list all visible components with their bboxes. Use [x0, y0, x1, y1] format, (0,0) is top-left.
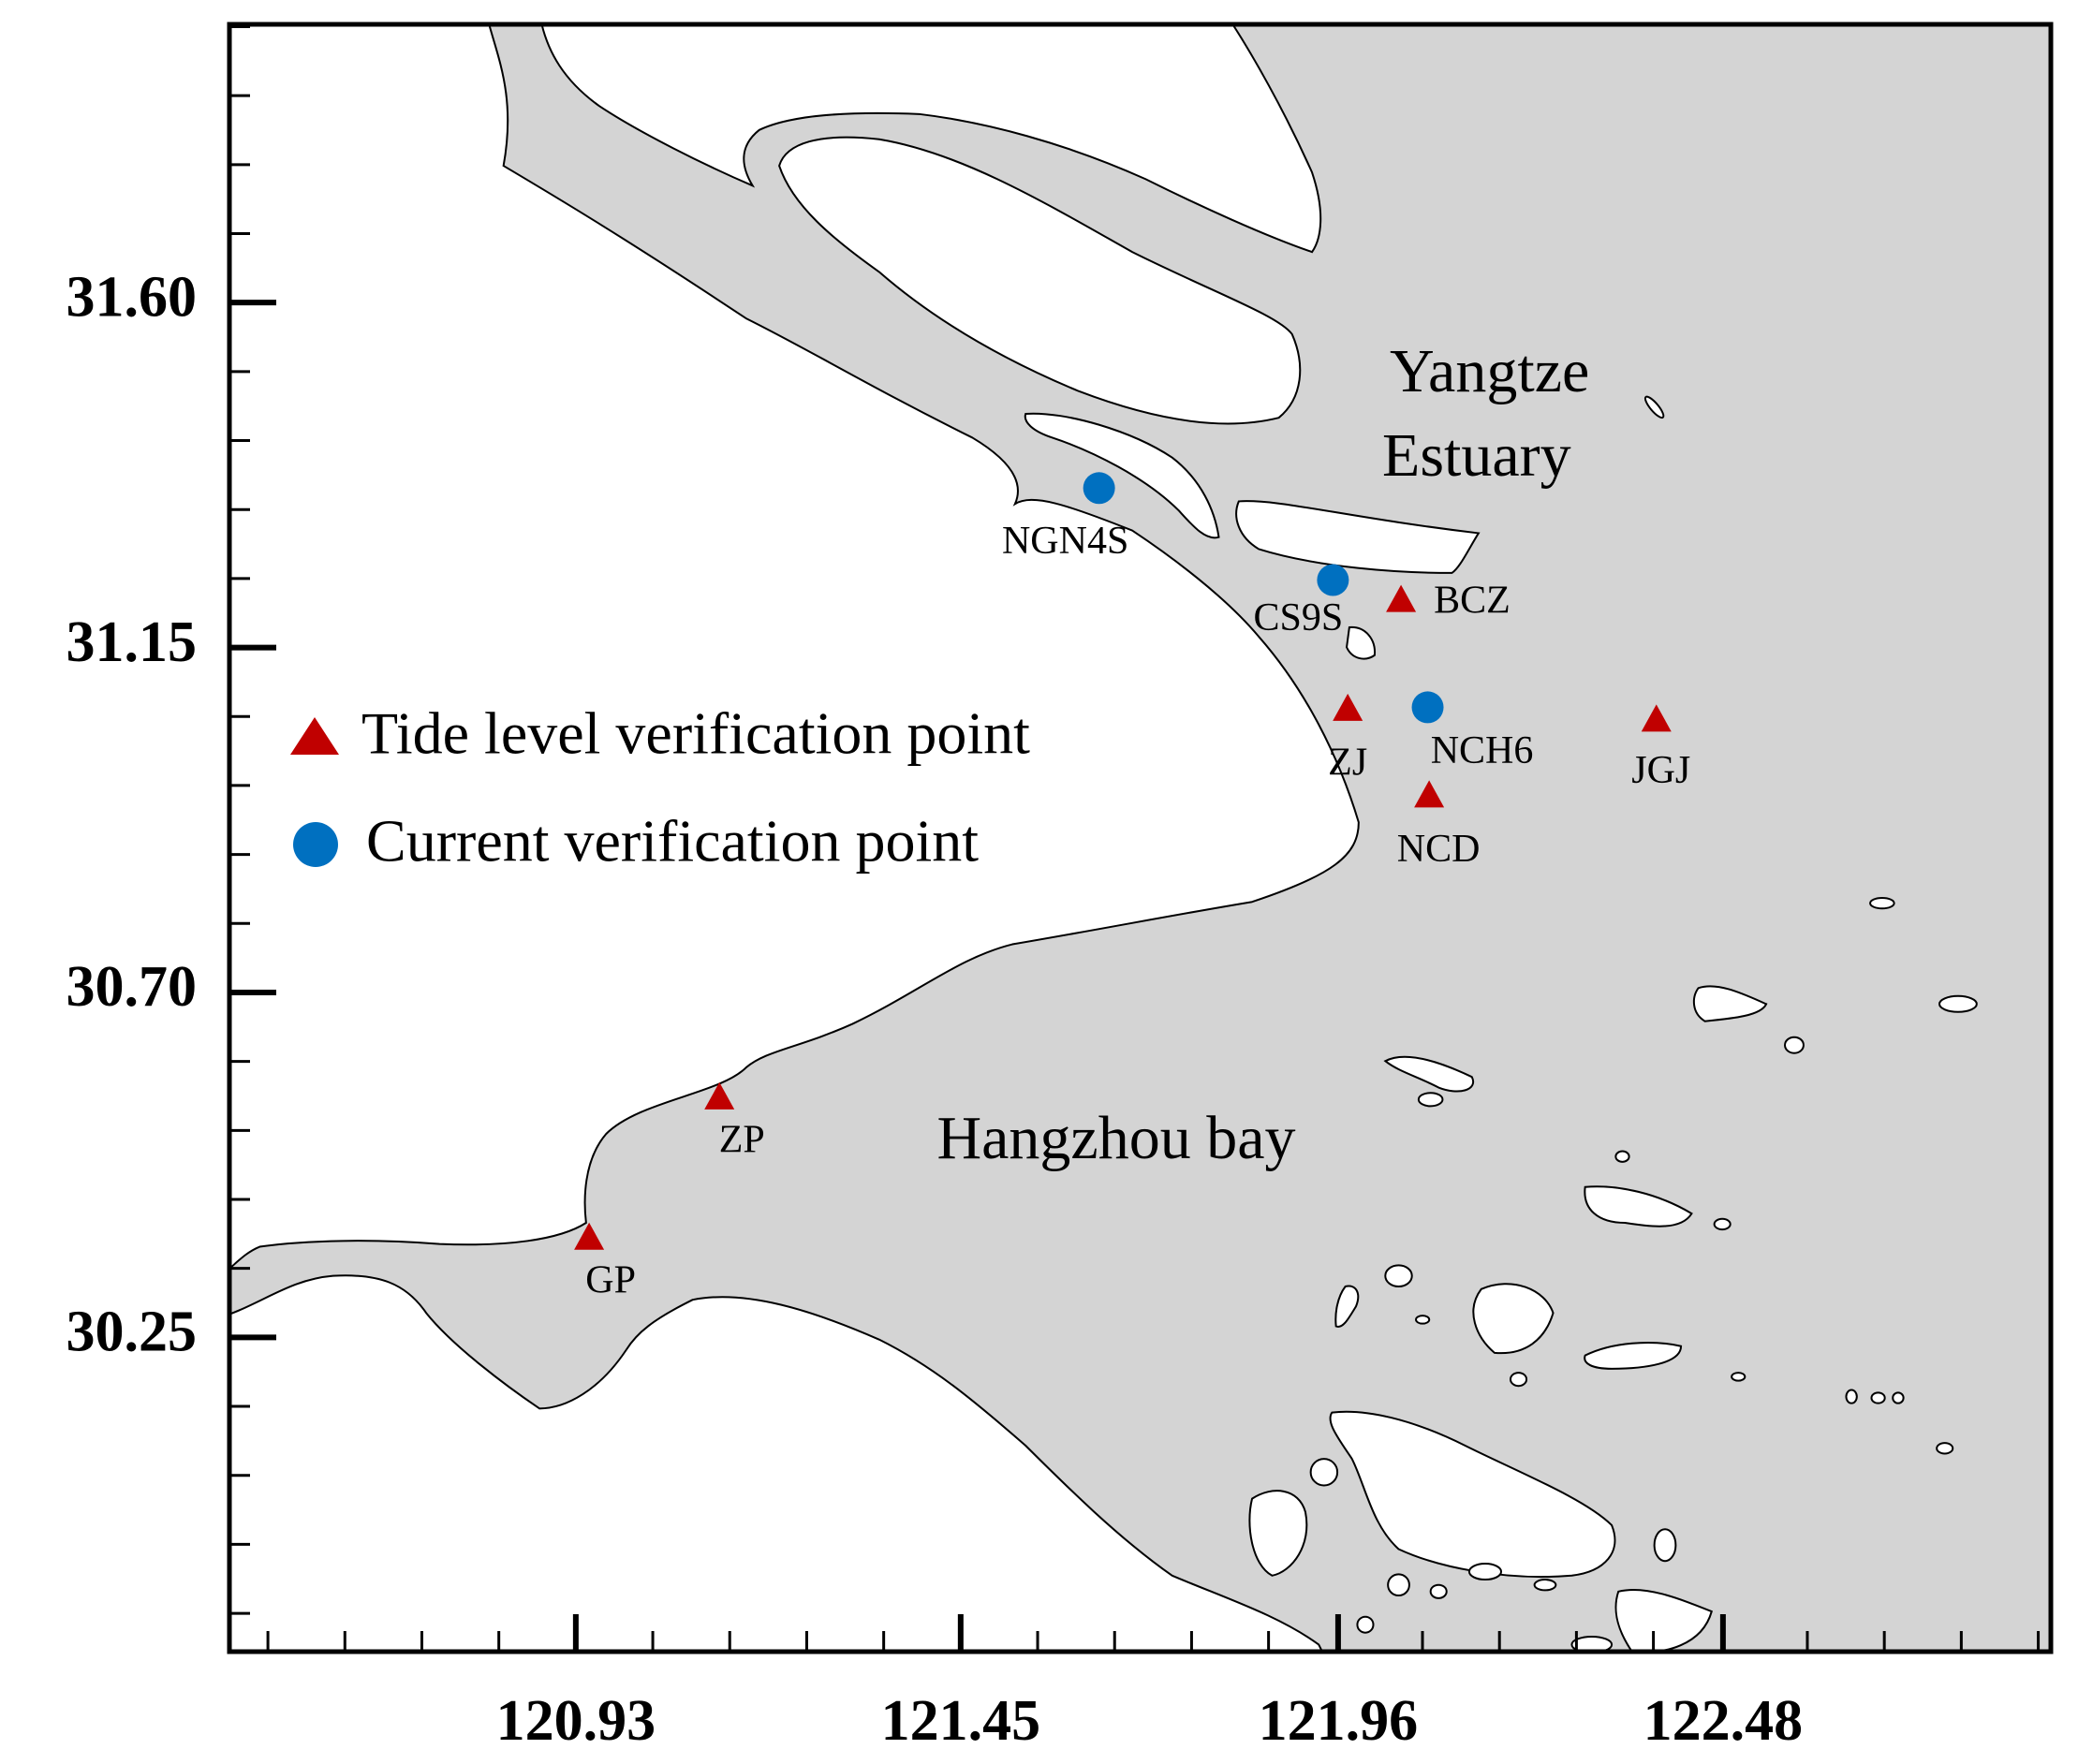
- station-label: GP: [585, 1258, 636, 1301]
- north-west-land: [229, 24, 1359, 1280]
- station-label: JGJ: [1631, 749, 1690, 792]
- island: [1473, 1284, 1553, 1353]
- tide-point: [1386, 584, 1417, 612]
- island: [1870, 898, 1894, 908]
- zhoushan-island: [1331, 1412, 1615, 1577]
- island: [1416, 1316, 1429, 1323]
- island: [1347, 627, 1375, 659]
- island: [1893, 1392, 1903, 1403]
- region-label: Estuary: [1382, 421, 1571, 490]
- region-label: Hangzhou bay: [936, 1104, 1295, 1172]
- region-label: Yangtze: [1390, 337, 1589, 405]
- island: [1535, 1580, 1556, 1590]
- island: [1937, 1443, 1953, 1453]
- station-label: ZP: [719, 1119, 765, 1162]
- tide-point: [1333, 693, 1363, 721]
- y-tick-label: 30.25: [66, 1301, 198, 1364]
- island: [1571, 1637, 1612, 1652]
- island: [1357, 1617, 1373, 1633]
- island: [1615, 1590, 1711, 1652]
- legend-marker: [293, 822, 338, 867]
- island: [1236, 501, 1479, 573]
- chongming-island: [779, 138, 1300, 424]
- tide-point: [1414, 780, 1445, 808]
- island: [1871, 1392, 1884, 1403]
- tide-point: [704, 1081, 735, 1110]
- island: [1469, 1564, 1501, 1580]
- island: [1732, 1373, 1745, 1380]
- legend: Tide level verification point Current ve…: [290, 700, 1030, 875]
- island: [1385, 1265, 1411, 1286]
- current-point: [1083, 472, 1115, 505]
- station-label: NCH6: [1431, 729, 1534, 772]
- island: [1419, 1093, 1443, 1106]
- legend-text: Tide level verification point: [361, 700, 1030, 767]
- y-tick-label: 31.15: [66, 610, 198, 674]
- island: [1643, 394, 1666, 419]
- legend-text: Current verification point: [366, 808, 979, 875]
- island: [1311, 1459, 1337, 1485]
- y-tick-label: 30.70: [66, 955, 198, 1019]
- island: [1615, 1152, 1629, 1162]
- x-tick-label: 122.48: [1643, 1689, 1804, 1753]
- island: [1385, 1057, 1473, 1092]
- land: [229, 24, 1977, 1652]
- north-shore-land: [539, 24, 1320, 252]
- island: [1939, 996, 1977, 1012]
- legend-marker: [290, 717, 339, 755]
- island: [1785, 1037, 1804, 1053]
- axis-ticks: [229, 24, 2041, 1652]
- tide-point: [1641, 704, 1672, 732]
- island: [1584, 1186, 1691, 1226]
- island: [1846, 1389, 1856, 1403]
- south-land: [229, 1275, 1333, 1652]
- island: [1335, 1286, 1358, 1327]
- plot-frame: [227, 22, 2054, 1654]
- points: BCZ ZJ NCD JGJ ZP GP NGN4S CS9S NCH6: [574, 472, 1690, 1301]
- current-point: [1411, 691, 1444, 724]
- station-label: NGN4S: [1002, 520, 1128, 563]
- island: [1431, 1585, 1447, 1598]
- island: [1511, 1373, 1526, 1386]
- island: [1388, 1574, 1409, 1595]
- island: [1584, 1343, 1681, 1369]
- island: [1694, 986, 1766, 1021]
- station-label: BCZ: [1434, 579, 1511, 622]
- island: [1025, 414, 1219, 538]
- station-label: ZJ: [1328, 742, 1367, 785]
- tide-point: [574, 1222, 605, 1250]
- island: [1715, 1219, 1731, 1229]
- island: [1655, 1529, 1676, 1561]
- station-label: NCD: [1397, 828, 1481, 871]
- island: [1249, 1491, 1306, 1576]
- y-tick-label: 31.60: [66, 265, 198, 329]
- current-point: [1317, 564, 1349, 596]
- x-tick-label: 121.96: [1259, 1689, 1419, 1753]
- station-label: CS9S: [1254, 596, 1344, 639]
- x-tick-label: 120.93: [496, 1689, 656, 1753]
- x-tick-label: 121.45: [881, 1689, 1041, 1753]
